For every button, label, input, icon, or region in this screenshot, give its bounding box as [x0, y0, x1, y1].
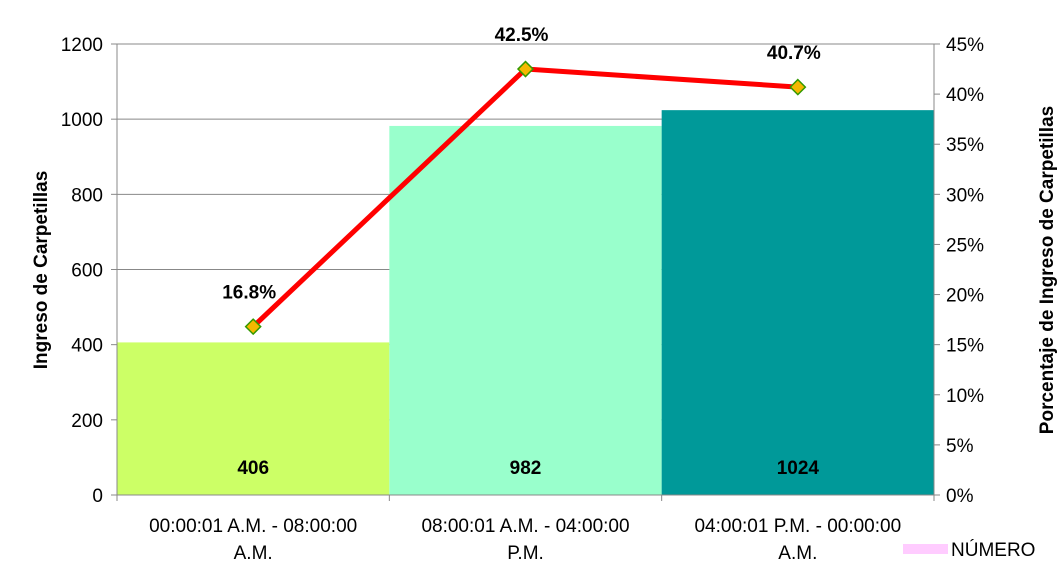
right-tick-label: 25%: [946, 235, 984, 256]
line-point: [244, 318, 262, 336]
bar: [661, 110, 934, 495]
right-tick-label: 5%: [946, 436, 974, 457]
right-tick-label: 15%: [946, 336, 984, 357]
left-tick-label: 400: [71, 336, 103, 357]
category-labels: 00:00:01 A.M. - 08:00:00 A.M. 08:00:01 A.M…: [149, 516, 901, 564]
right-tick-label: 0%: [946, 486, 974, 507]
line-value-label: 16.8%: [222, 283, 276, 304]
left-tick-label: 600: [71, 261, 103, 282]
bar-value-label: 982: [510, 458, 542, 479]
line-point: [789, 78, 807, 96]
category-label: A.M.: [778, 543, 817, 564]
bar-series: [117, 110, 934, 495]
right-tick-label: 40%: [946, 85, 984, 106]
line-value-label: 40.7%: [767, 43, 821, 64]
category-label: A.M.: [234, 543, 273, 564]
left-tick-label: 0: [92, 486, 103, 507]
category-label: 08:00:01 A.M. - 04:00:00: [421, 516, 629, 537]
left-tick-label: 1000: [61, 110, 103, 131]
right-tick-label: 30%: [946, 185, 984, 206]
right-tick-label: 35%: [946, 135, 984, 156]
bar: [389, 125, 662, 495]
category-label: 00:00:01 A.M. - 08:00:00: [149, 516, 357, 537]
right-axis-title: Porcentaje de Ingreso de Carpetillas: [1037, 106, 1058, 434]
left-axis-ticks: 0 200 400 600 800 1000 1200: [61, 35, 117, 507]
line-point: [516, 60, 535, 78]
left-tick-label: 200: [71, 411, 103, 432]
legend: NÚMERO: [903, 539, 1035, 561]
line-value-label: 42.5%: [495, 25, 549, 46]
bar: [117, 342, 390, 495]
right-tick-label: 10%: [946, 386, 984, 407]
right-axis-ticks: 0% 5% 10% 15% 20% 25% 30% 35% 40% 45%: [934, 35, 984, 507]
right-tick-label: 20%: [946, 286, 984, 307]
bar-value-label: 1024: [777, 458, 820, 479]
legend-swatch-numero: [903, 544, 948, 554]
category-label: 04:00:01 P.M. - 00:00:00: [694, 516, 901, 537]
bar-value-label: 406: [237, 458, 269, 479]
data-labels: 406 982 1024 16.8% 42.5% 40.7%: [222, 25, 821, 479]
category-label: P.M.: [507, 543, 544, 564]
right-tick-label: 45%: [946, 35, 984, 56]
left-axis-title: Ingreso de Carpetillas: [31, 171, 52, 370]
legend-label-numero: NÚMERO: [951, 539, 1035, 561]
line-series: [244, 60, 807, 336]
left-tick-label: 1200: [61, 35, 103, 56]
left-tick-label: 800: [71, 185, 103, 206]
